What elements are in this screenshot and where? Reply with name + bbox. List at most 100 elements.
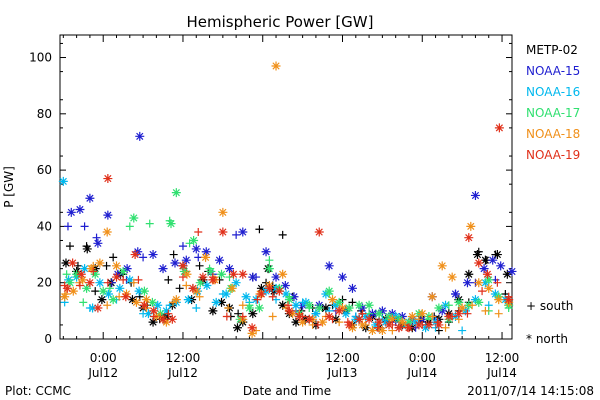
data-point-south bbox=[169, 250, 178, 259]
data-point-north bbox=[271, 272, 281, 282]
data-point-south bbox=[63, 222, 72, 231]
data-point-north bbox=[334, 306, 344, 316]
data-point-south bbox=[139, 253, 148, 262]
data-point-south bbox=[494, 309, 503, 318]
data-point-north bbox=[387, 314, 397, 324]
data-point-north bbox=[162, 311, 172, 321]
data-point-north bbox=[125, 275, 135, 285]
data-point-north bbox=[314, 227, 324, 237]
data-point-north bbox=[291, 317, 301, 327]
data-point-north bbox=[311, 309, 321, 319]
data-point-north bbox=[298, 317, 308, 327]
data-point-north bbox=[462, 278, 472, 288]
data-point-north bbox=[238, 227, 248, 237]
data-point-north bbox=[143, 309, 153, 319]
data-point-south bbox=[125, 222, 134, 231]
data-point-north bbox=[112, 261, 121, 271]
data-point-north bbox=[494, 123, 504, 133]
data-point-north bbox=[85, 278, 95, 288]
data-point-north bbox=[129, 213, 139, 223]
data-point-north bbox=[113, 269, 123, 279]
data-point-north bbox=[182, 269, 192, 279]
data-point-south bbox=[224, 304, 233, 313]
data-point-north bbox=[134, 286, 144, 296]
data-point-north bbox=[82, 244, 92, 254]
data-point-north bbox=[470, 190, 480, 200]
data-point-north bbox=[444, 311, 454, 321]
data-point-north bbox=[414, 320, 424, 330]
x-tick-date-label: Jul14 bbox=[406, 366, 437, 380]
data-point-north bbox=[211, 297, 221, 307]
plot-frame bbox=[59, 34, 513, 340]
data-point-north bbox=[201, 247, 211, 257]
data-point-south bbox=[178, 273, 187, 282]
data-point-south bbox=[79, 298, 88, 307]
data-point-south bbox=[234, 309, 243, 318]
data-point-south bbox=[268, 312, 277, 321]
data-point-north bbox=[189, 235, 199, 245]
data-point-north bbox=[121, 292, 131, 302]
data-point-north bbox=[484, 283, 494, 293]
data-point-north bbox=[407, 311, 417, 321]
data-point-north bbox=[354, 314, 364, 324]
data-point-north bbox=[225, 264, 234, 274]
data-point-north bbox=[384, 320, 394, 330]
data-point-north bbox=[264, 283, 274, 293]
data-point-north bbox=[75, 205, 85, 215]
data-points bbox=[58, 61, 517, 338]
data-point-south bbox=[268, 292, 277, 301]
data-point-north bbox=[68, 258, 78, 268]
x-tick-time-label: 0:00 bbox=[90, 351, 117, 365]
data-point-north bbox=[344, 303, 354, 313]
data-point-north bbox=[181, 255, 191, 265]
data-point-north bbox=[82, 283, 92, 293]
data-point-north bbox=[394, 323, 404, 333]
data-point-north bbox=[294, 311, 304, 321]
data-point-north bbox=[479, 264, 489, 274]
data-point-north bbox=[66, 207, 76, 217]
data-point-north bbox=[464, 233, 474, 243]
data-point-north bbox=[95, 278, 105, 288]
x-tick-time-label: 12:00 bbox=[325, 351, 360, 365]
data-point-north bbox=[90, 269, 100, 279]
data-point-north bbox=[121, 289, 131, 299]
data-point-north bbox=[284, 306, 294, 316]
legend-north-symbol: * north bbox=[526, 332, 568, 346]
data-point-north bbox=[247, 323, 257, 333]
data-point-north bbox=[474, 297, 484, 307]
data-point-north bbox=[228, 269, 238, 279]
data-point-north bbox=[244, 303, 254, 313]
data-point-north bbox=[241, 292, 251, 302]
x-tick-time-label: 0:00 bbox=[409, 351, 436, 365]
data-point-north bbox=[158, 314, 168, 324]
data-point-north bbox=[289, 292, 299, 302]
data-point-south bbox=[195, 261, 204, 270]
data-point-north bbox=[218, 227, 228, 237]
data-point-north bbox=[206, 266, 216, 276]
data-point-north bbox=[248, 309, 258, 319]
data-point-south bbox=[103, 301, 112, 310]
x-axis: 0:00Jul1212:00Jul1212:00Jul130:00Jul1412… bbox=[62, 35, 519, 380]
data-point-north bbox=[62, 283, 72, 293]
data-point-south bbox=[373, 323, 382, 332]
legend-south-symbol: + south bbox=[526, 299, 573, 313]
data-point-north bbox=[208, 275, 218, 285]
y-tick-label: 100 bbox=[29, 51, 52, 65]
data-point-north bbox=[404, 323, 414, 333]
data-point-north bbox=[88, 303, 98, 313]
data-point-north bbox=[417, 309, 427, 319]
data-point-south bbox=[89, 267, 98, 276]
x-tick-date-label: Jul12 bbox=[167, 366, 198, 380]
data-point-north bbox=[374, 309, 384, 319]
data-point-south bbox=[255, 225, 264, 234]
data-point-south bbox=[253, 295, 262, 304]
series-noaa-18 bbox=[60, 61, 514, 338]
data-point-north bbox=[274, 286, 284, 296]
data-point-north bbox=[364, 314, 374, 324]
data-point-north bbox=[480, 255, 490, 265]
y-tick-label: 0 bbox=[44, 332, 52, 346]
data-point-north bbox=[496, 261, 506, 271]
data-point-north bbox=[474, 258, 484, 268]
data-point-south bbox=[278, 230, 287, 239]
